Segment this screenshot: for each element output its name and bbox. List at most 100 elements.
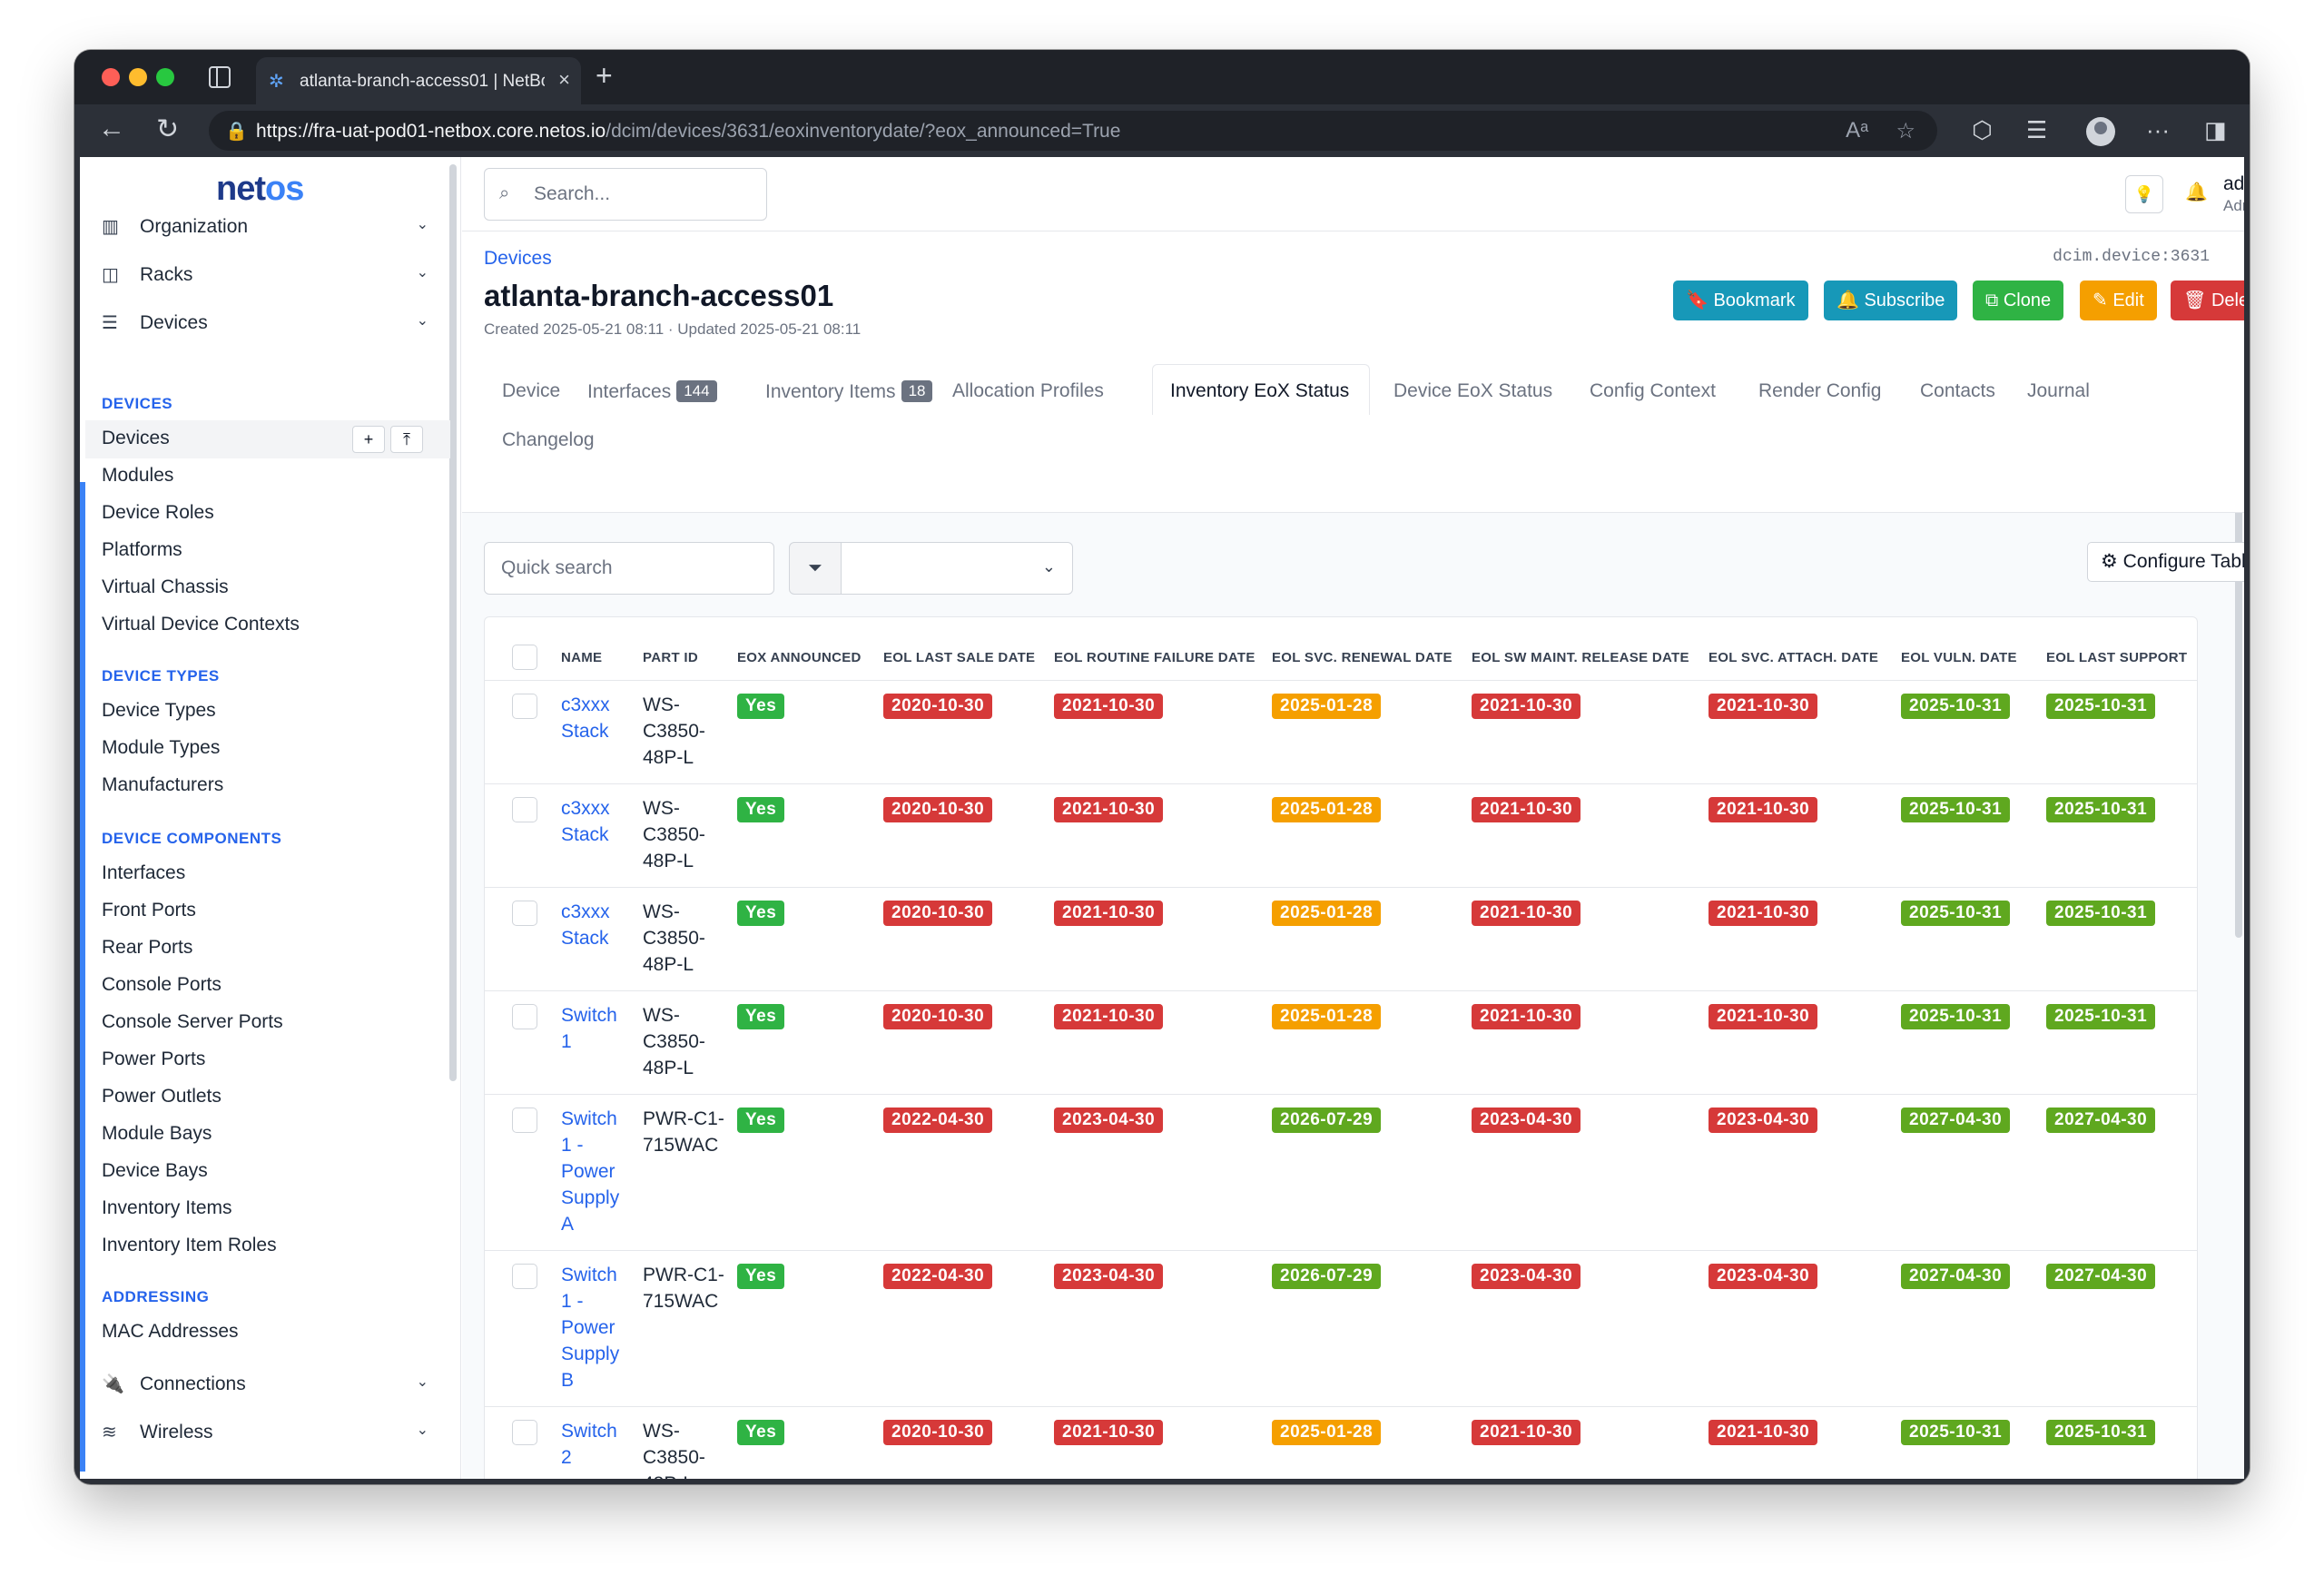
edit-button[interactable]: ✎ Edit <box>2080 281 2157 320</box>
sidebar-item-power-outlets[interactable]: Power Outlets <box>102 1086 222 1107</box>
profile-avatar[interactable] <box>2086 117 2115 146</box>
delete-button[interactable]: 🗑 Delete <box>2171 281 2244 320</box>
tab-config-context[interactable]: Config Context <box>1590 380 1716 401</box>
menu-racks[interactable]: ◫ Racks ⌄ <box>102 264 428 285</box>
sidebar-item-virtual-chassis[interactable]: Virtual Chassis <box>102 576 229 597</box>
bookmark-button[interactable]: 🔖 Bookmark <box>1673 281 1808 320</box>
extensions-icon[interactable]: ⬡ <box>1972 116 1993 143</box>
sidebar-item-interfaces[interactable]: Interfaces <box>102 862 186 883</box>
star-icon[interactable]: ☆ <box>1896 119 1915 143</box>
sidebar-item-mac-addresses[interactable]: MAC Addresses <box>102 1321 239 1342</box>
sidebar-item-vdc[interactable]: Virtual Device Contexts <box>102 614 300 635</box>
row-name-link[interactable]: c3xxx Stack <box>561 798 610 845</box>
import-device-button[interactable]: ⤒ <box>390 426 423 453</box>
sidebar-item-devices[interactable]: Devices <box>102 428 170 448</box>
column-header-name[interactable]: NAME <box>561 650 603 665</box>
tab-device[interactable]: Device <box>502 380 561 401</box>
row-checkbox[interactable] <box>512 1108 537 1133</box>
sidebar-item-device-types[interactable]: Device Types <box>102 700 216 721</box>
back-icon[interactable]: ← <box>98 113 125 143</box>
menu-organization[interactable]: ▥ Organization ⌄ <box>102 216 428 237</box>
row-checkbox[interactable] <box>512 797 537 822</box>
clone-button[interactable]: ⧉ Clone <box>1973 281 2064 320</box>
favorites-icon[interactable]: ☰ <box>2026 116 2048 143</box>
sidebar-item-console-ports[interactable]: Console Ports <box>102 974 222 995</box>
column-header-last-support[interactable]: EOL LAST SUPPORT <box>2046 650 2188 665</box>
menu-connections[interactable]: 🔌 Connections ⌄ <box>102 1373 428 1394</box>
menu-devices[interactable]: ☰ Devices ⌄ <box>102 312 428 333</box>
sidebar-item-inventory-items[interactable]: Inventory Items <box>102 1197 232 1218</box>
column-header-eox-announced[interactable]: EOX ANNOUNCED <box>737 650 862 665</box>
netos-logo[interactable]: netos <box>216 170 304 208</box>
column-header-routine-failure[interactable]: EOL ROUTINE FAILURE DATE <box>1054 650 1256 665</box>
theme-toggle-button[interactable]: 💡 <box>2125 175 2163 213</box>
row-name-link[interactable]: c3xxx Stack <box>561 901 610 949</box>
url-field[interactable]: 🔒 https://fra-uat-pod01-netbox.core.neto… <box>209 111 1937 151</box>
column-header-part-id[interactable]: PART ID <box>643 650 698 665</box>
quick-search[interactable] <box>484 542 774 595</box>
row-checkbox[interactable] <box>512 1264 537 1289</box>
row-name-link[interactable]: Switch 1 - Power Supply B <box>561 1265 620 1391</box>
configure-table-button[interactable]: ⚙ Configure Table <box>2087 542 2244 582</box>
column-header-last-sale[interactable]: EOL LAST SALE DATE <box>883 650 1036 665</box>
sidebar-scrollbar[interactable] <box>449 164 457 1081</box>
tab-inventory-items[interactable]: Inventory Items 18 <box>765 380 933 403</box>
global-search[interactable]: ⌕ <box>484 168 767 221</box>
row-name-link[interactable]: Switch 1 - Power Supply A <box>561 1108 620 1235</box>
column-header-vuln[interactable]: EOL VULN. DATE <box>1901 650 2017 665</box>
sidebar-item-platforms[interactable]: Platforms <box>102 539 182 560</box>
tab-render-config[interactable]: Render Config <box>1758 380 1882 401</box>
tab-journal[interactable]: Journal <box>2027 380 2090 401</box>
sidebar-item-module-bays[interactable]: Module Bays <box>102 1123 212 1144</box>
close-tab-icon[interactable]: × <box>558 68 570 91</box>
menu-wireless[interactable]: ≋ Wireless ⌄ <box>102 1422 428 1442</box>
sidebar-toggle-icon[interactable] <box>209 66 231 88</box>
select-all-checkbox[interactable] <box>512 645 537 670</box>
add-device-button[interactable]: + <box>352 426 385 453</box>
new-tab-icon[interactable]: + <box>596 59 613 92</box>
sidebar-item-manufacturers[interactable]: Manufacturers <box>102 774 224 795</box>
sidebar-item-rear-ports[interactable]: Rear Ports <box>102 937 193 958</box>
read-aloud-icon[interactable]: Aᵃ <box>1846 118 1868 143</box>
row-checkbox[interactable] <box>512 694 537 719</box>
row-name-link[interactable]: Switch 2 <box>561 1421 617 1468</box>
row-checkbox[interactable] <box>512 1420 537 1445</box>
bell-icon[interactable]: 🔔 <box>2185 182 2208 202</box>
tab-inventory-eox-status[interactable]: Inventory EoX Status <box>1170 380 1350 401</box>
sidebar-item-inventory-item-roles[interactable]: Inventory Item Roles <box>102 1235 277 1255</box>
column-header-svc-attach[interactable]: EOL SVC. ATTACH. DATE <box>1709 650 1879 665</box>
sidebar-item-module-types[interactable]: Module Types <box>102 737 221 758</box>
sidebar-item-power-ports[interactable]: Power Ports <box>102 1048 206 1069</box>
sidebar-panel-icon[interactable]: ◨ <box>2204 116 2227 143</box>
browser-tab[interactable]: ✲ atlanta-branch-access01 | NetBox × <box>256 57 581 104</box>
sidebar-item-device-bays[interactable]: Device Bays <box>102 1160 208 1181</box>
filter-button[interactable]: ⏷ <box>789 542 842 595</box>
user-name[interactable]: admin <box>2223 173 2244 194</box>
subscribe-button[interactable]: 🔔 Subscribe <box>1824 281 1958 320</box>
tab-interfaces[interactable]: Interfaces 144 <box>587 380 717 403</box>
sidebar-item-front-ports[interactable]: Front Ports <box>102 900 196 920</box>
tab-contacts[interactable]: Contacts <box>1920 380 1995 401</box>
row-checkbox[interactable] <box>512 1004 537 1029</box>
saved-filter-select[interactable]: ⌄ <box>841 542 1073 595</box>
tab-allocation-profiles[interactable]: Allocation Profiles <box>952 380 1104 401</box>
row-name-link[interactable]: c3xxx Stack <box>561 694 610 742</box>
sidebar-item-modules[interactable]: Modules <box>102 465 174 486</box>
quick-search-input[interactable] <box>501 557 755 579</box>
row-checkbox[interactable] <box>512 901 537 926</box>
close-window-button[interactable] <box>102 68 120 86</box>
sidebar-item-console-server-ports[interactable]: Console Server Ports <box>102 1011 283 1032</box>
column-header-svc-renewal[interactable]: EOL SVC. RENEWAL DATE <box>1272 650 1452 665</box>
search-input[interactable] <box>534 182 752 207</box>
more-icon[interactable]: ··· <box>2146 116 2170 143</box>
minimize-window-button[interactable] <box>129 68 147 86</box>
tab-changelog[interactable]: Changelog <box>502 429 595 450</box>
column-header-sw-maint[interactable]: EOL SW MAINT. RELEASE DATE <box>1472 650 1689 665</box>
maximize-window-button[interactable] <box>156 68 174 86</box>
sidebar-item-device-roles[interactable]: Device Roles <box>102 502 214 523</box>
tab-device-eox-status[interactable]: Device EoX Status <box>1393 380 1553 401</box>
url-text[interactable]: https://fra-uat-pod01-netbox.core.netos.… <box>256 121 1121 142</box>
reload-icon[interactable]: ↻ <box>156 114 180 144</box>
row-name-link[interactable]: Switch 1 <box>561 1005 617 1052</box>
breadcrumb[interactable]: Devices <box>484 248 552 269</box>
